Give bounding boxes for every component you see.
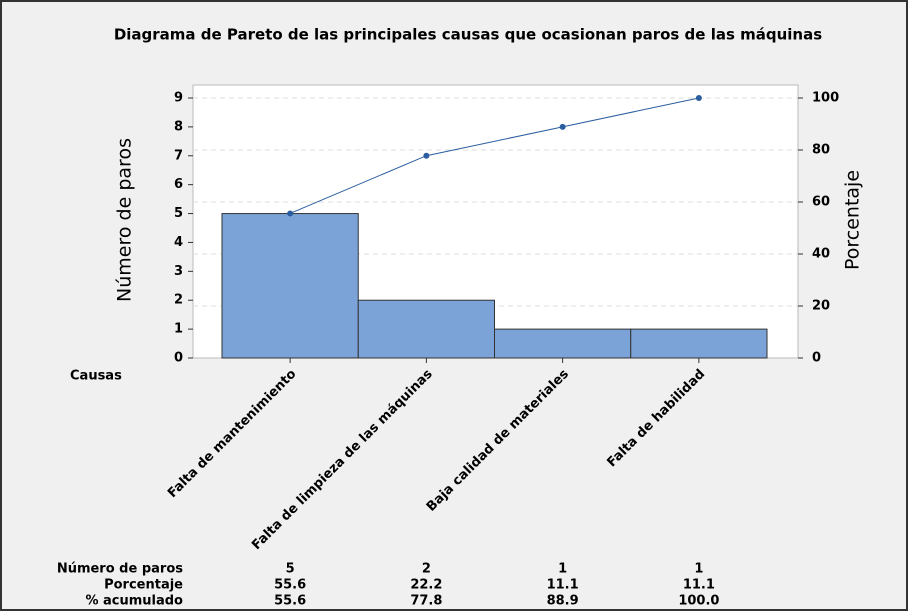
y-tick-label: 7 — [174, 148, 183, 163]
y-tick-label: 4 — [174, 235, 183, 250]
cumulative-point — [559, 123, 566, 130]
y2-tick-label: 100 — [812, 91, 839, 106]
table-value: 11.1 — [683, 578, 715, 593]
table-value: 55.6 — [274, 578, 306, 593]
table-value: 88.9 — [547, 594, 579, 609]
table-value: 11.1 — [547, 578, 579, 593]
cumulative-point — [695, 95, 702, 101]
table-value: 1 — [558, 562, 567, 577]
table-row-label: Número de paros — [57, 562, 183, 577]
table-value: 5 — [286, 562, 295, 577]
y-tick-label: 1 — [174, 322, 183, 337]
bar — [221, 213, 359, 359]
y2-tick-label: 20 — [812, 299, 830, 314]
bar — [357, 299, 495, 359]
bar — [494, 328, 632, 359]
table-value: 55.6 — [274, 594, 306, 609]
table-value: 100.0 — [678, 594, 719, 609]
x-axis-label: Causas — [70, 369, 122, 384]
cumulative-point — [287, 210, 294, 217]
table-value: 2 — [422, 562, 431, 577]
y-tick-label: 0 — [174, 351, 183, 366]
chart-title: Diagrama de Pareto de las principales ca… — [114, 26, 822, 44]
y-tick-label: 5 — [174, 206, 183, 221]
y2-axis-label: Porcentaje — [842, 170, 864, 270]
y-tick-label: 9 — [174, 91, 183, 106]
table-row-label: Porcentaje — [104, 578, 183, 593]
y2-tick-label: 60 — [812, 195, 830, 210]
y-axis-label: Número de paros — [114, 138, 136, 302]
y2-tick-label: 80 — [812, 143, 830, 158]
table-row-label: % acumulado — [85, 594, 183, 609]
cumulative-line — [289, 97, 699, 214]
table-value: 1 — [694, 562, 703, 577]
y-tick-label: 6 — [174, 177, 183, 192]
y-tick-label: 2 — [174, 293, 183, 308]
bar — [630, 328, 768, 359]
table-value: 77.8 — [410, 594, 442, 609]
y-tick-label: 3 — [174, 264, 183, 279]
y-tick-label: 8 — [174, 119, 183, 134]
table-value: 22.2 — [410, 578, 442, 593]
cumulative-point — [423, 152, 430, 159]
y2-tick-label: 0 — [812, 351, 821, 366]
y2-tick-label: 40 — [812, 247, 830, 262]
